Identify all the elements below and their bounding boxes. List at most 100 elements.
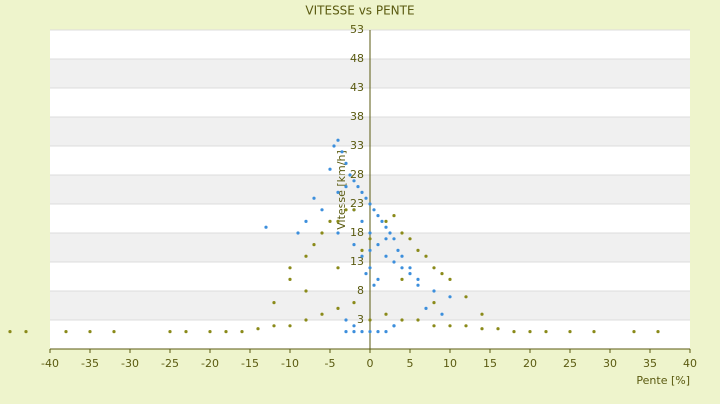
point [352,301,356,305]
point [656,330,660,334]
point [288,324,292,328]
point [372,283,376,287]
point [328,219,332,223]
point [344,318,348,322]
point [392,237,396,241]
point [392,214,396,218]
point [352,208,356,212]
point [208,330,212,334]
point [592,330,596,334]
point [384,237,388,241]
y-tick-label: 18 [350,226,364,239]
y-tick-label: 23 [350,197,364,210]
x-tick-label: -10 [281,357,299,370]
x-tick-label: -40 [41,357,59,370]
point [344,330,348,334]
point [328,167,332,171]
point [432,289,436,293]
point [224,330,228,334]
x-tick-label: 25 [563,357,577,370]
point [376,243,380,247]
y-tick-label: 3 [357,313,364,326]
point [384,219,388,223]
x-tick-label: -5 [325,357,336,370]
point [336,306,340,310]
point [296,231,300,235]
point [384,330,388,334]
point [424,254,428,258]
point [288,266,292,270]
y-tick-label: 38 [350,110,364,123]
point [368,266,372,270]
point [352,179,356,183]
point [364,196,368,200]
point [368,318,372,322]
point [544,330,548,334]
point [448,295,452,299]
point [360,190,364,194]
point [340,150,344,154]
point [368,248,372,252]
x-tick-label: 30 [603,357,617,370]
point [392,260,396,264]
point [360,254,364,258]
point [336,266,340,270]
y-tick-label: 33 [350,139,364,152]
point [272,301,276,305]
point [400,318,404,322]
point [432,324,436,328]
point [352,243,356,247]
point [344,208,348,212]
point [348,173,352,177]
point [312,196,316,200]
point [8,330,12,334]
point [448,277,452,281]
point [168,330,172,334]
point [376,277,380,281]
y-tick-label: 43 [350,81,364,94]
point [352,330,356,334]
point [396,248,400,252]
point [380,219,384,223]
point [112,330,116,334]
point [368,330,372,334]
point [376,214,380,218]
point [256,327,260,331]
point [392,324,396,328]
point [240,330,244,334]
point [364,272,368,276]
point [304,254,308,258]
y-tick-label: 53 [350,23,364,36]
point [384,312,388,316]
point [388,231,392,235]
x-axis-title: Pente [%] [636,374,690,387]
point [632,330,636,334]
point [440,272,444,276]
point [304,289,308,293]
x-tick-label: 10 [443,357,457,370]
x-tick-label: 15 [483,357,497,370]
point [416,277,420,281]
point [480,312,484,316]
point [416,248,420,252]
point [400,231,404,235]
point [400,254,404,258]
point [332,144,336,148]
point [464,324,468,328]
point [400,266,404,270]
point [360,248,364,252]
y-tick-label: 8 [357,284,364,297]
x-tick-label: -15 [241,357,259,370]
point [336,231,340,235]
point [356,185,360,189]
point [320,208,324,212]
point [384,254,388,258]
point [408,266,412,270]
point [512,330,516,334]
point [320,231,324,235]
point [288,277,292,281]
y-tick-label: 28 [350,168,364,181]
point [312,243,316,247]
x-tick-label: -30 [121,357,139,370]
